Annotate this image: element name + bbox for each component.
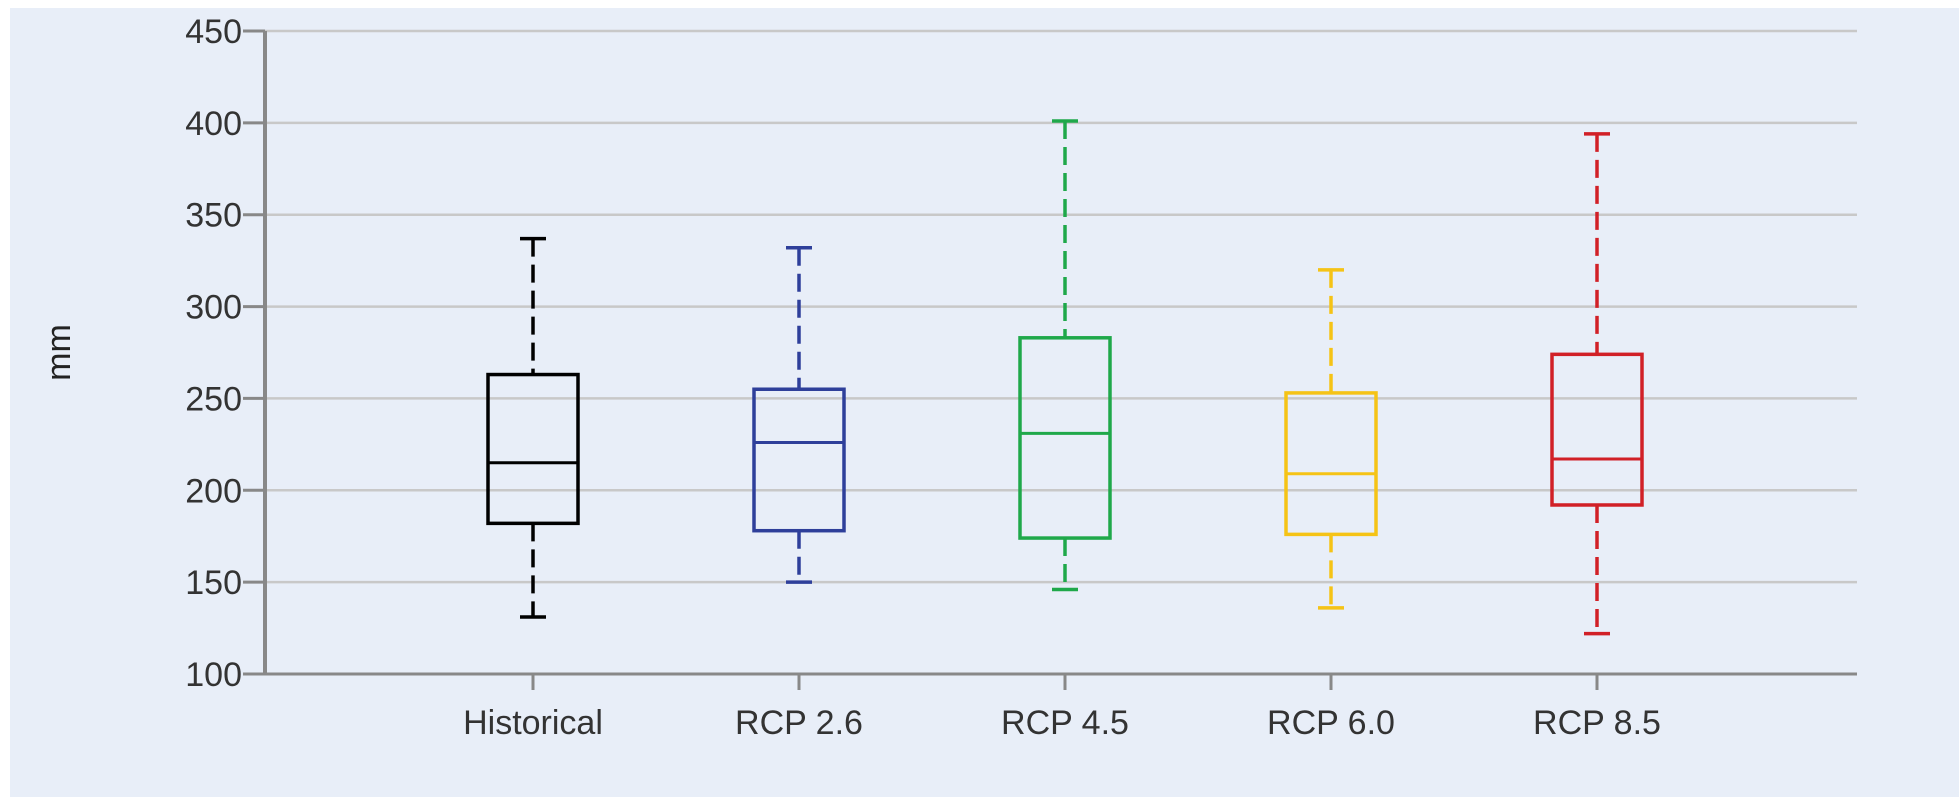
y-tick-label: 150 <box>185 564 242 602</box>
box-historical <box>486 236 580 619</box>
y-axis-title: mm <box>40 324 78 381</box>
chart-panel <box>10 8 1959 797</box>
x-tick-label: Historical <box>463 704 603 742</box>
y-tick-label: 200 <box>185 472 242 510</box>
iqr-box <box>1550 352 1644 507</box>
y-tick-label: 400 <box>185 105 242 143</box>
x-tick-label: RCP 6.0 <box>1267 704 1395 742</box>
x-tick-labels: Historical RCP 2.6 RCP 4.5 RCP 6.0 RCP 8.5 <box>463 674 1661 742</box>
y-tick-label: 350 <box>185 197 242 235</box>
box-rcp-8-5 <box>1550 132 1644 636</box>
box-rcp-6-0 <box>1284 268 1378 610</box>
y-tick-label: 300 <box>185 289 242 327</box>
grid-layer <box>243 29 1857 676</box>
box-rcp-4-5 <box>1018 119 1112 592</box>
y-tick-labels: 100 150 200 250 300 350 400 450 <box>185 13 242 694</box>
iqr-box <box>1018 336 1112 540</box>
iqr-box <box>1284 391 1378 537</box>
iqr-box <box>752 387 846 533</box>
boxes-layer <box>486 119 1644 636</box>
box-rcp-2-6 <box>752 246 846 584</box>
x-tick-label: RCP 4.5 <box>1001 704 1129 742</box>
y-tick-label: 100 <box>185 656 242 694</box>
iqr-box <box>486 372 580 526</box>
y-tick-label: 250 <box>185 380 242 418</box>
x-tick-label: RCP 8.5 <box>1533 704 1661 742</box>
y-tick-label: 450 <box>185 13 242 51</box>
axis-layer <box>243 31 1857 676</box>
x-tick-label: RCP 2.6 <box>735 704 863 742</box>
